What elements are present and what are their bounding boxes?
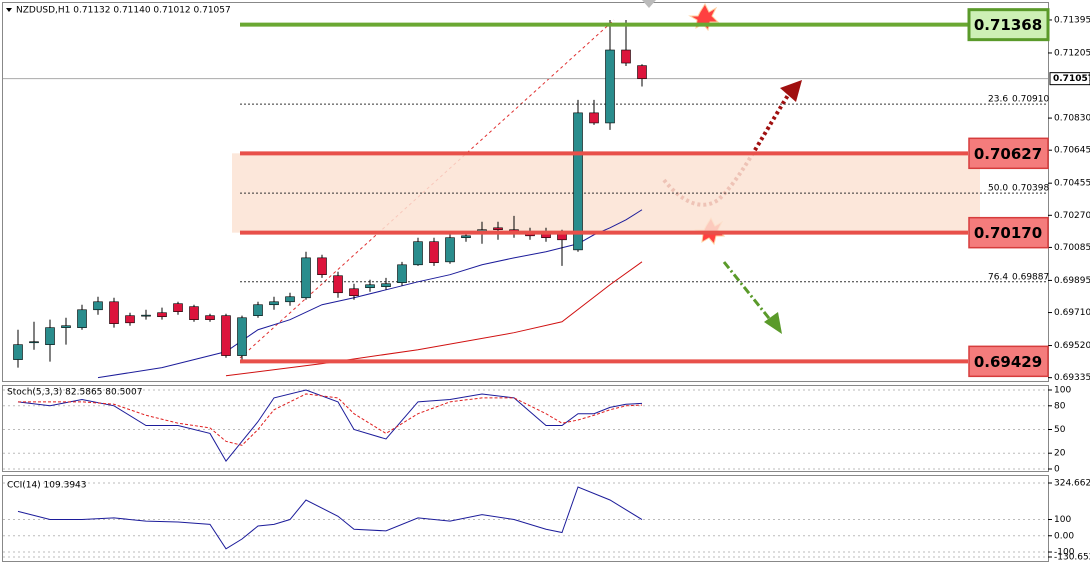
candle-body (221, 315, 231, 356)
fib-ratio: 76.4 (988, 272, 1008, 282)
candle-body (173, 303, 183, 312)
candle-body (29, 341, 39, 344)
candle-body (365, 284, 375, 289)
y-tick-label: 0.70085 (1054, 243, 1090, 253)
y-tick-label: 0.70455 (1054, 179, 1090, 189)
candle-body (45, 327, 55, 345)
indicator-line (225, 261, 643, 377)
candle-body (141, 314, 151, 317)
y-tick-label: 0.69895 (1054, 276, 1090, 286)
candle-body (109, 301, 119, 324)
y-tick-label: 20 (1054, 449, 1066, 459)
candle-body (125, 315, 135, 324)
y-tick-label: 0.69335 (1054, 373, 1090, 383)
y-tick-label: 0.71205 (1054, 48, 1090, 58)
level-box (968, 216, 1049, 249)
candle-body (205, 315, 215, 320)
candle-body (189, 306, 199, 320)
y-tick-label: 100 (1054, 386, 1071, 396)
y-tick-label: 0.00 (1054, 531, 1074, 541)
candle-body (269, 301, 279, 306)
indicator-line (17, 486, 643, 550)
candle-body (317, 257, 327, 275)
candle-body (93, 301, 103, 311)
fib-ratio: 50.0 (988, 184, 1008, 194)
level-label: 0.70170 (974, 224, 1042, 242)
candle-body (637, 65, 647, 79)
candle-body (445, 237, 455, 263)
y-tick-label: 0.70830 (1054, 114, 1090, 124)
candle-body (429, 241, 439, 264)
y-tick-label: 50 (1054, 425, 1066, 435)
fib-price: 0.70398 (1012, 184, 1049, 194)
candle-body (589, 112, 599, 124)
y-tick-label: 0.70270 (1054, 211, 1090, 221)
candle-body (301, 257, 311, 299)
level-box (967, 8, 1050, 42)
candle-body (573, 112, 583, 251)
candle-body (61, 325, 71, 328)
indicator-line (17, 389, 643, 462)
y-tick-label: 0.69710 (1054, 308, 1090, 318)
candle-body (157, 312, 167, 318)
y-tick-label: -130.652 (1054, 553, 1090, 563)
level-label: 0.71368 (974, 16, 1042, 34)
y-tick-label: 0.69520 (1054, 341, 1090, 351)
candle-body (285, 296, 295, 303)
candle-body (381, 283, 391, 287)
candle-body (397, 264, 407, 283)
candle-body (333, 275, 343, 294)
y-tick-label: 0.71395 (1054, 15, 1090, 25)
candle-body (253, 304, 263, 316)
panel-borders (2, 2, 1049, 562)
title-marker (6, 8, 12, 12)
level-box (968, 345, 1049, 378)
candle-body (237, 317, 247, 356)
y-tick-label: 80 (1054, 401, 1066, 411)
y-tick-label: 0 (1054, 465, 1060, 475)
indicator-line (97, 209, 643, 379)
level-label: 0.70627 (974, 145, 1042, 163)
candle-body (413, 241, 423, 266)
y-tick-label: -100 (1054, 548, 1075, 558)
candle-body (349, 288, 359, 297)
y-tick-label: 0.70645 (1054, 146, 1090, 156)
current-price-label: 0.71057 (1053, 74, 1090, 84)
fib-ratio: 23.6 (988, 95, 1008, 105)
chart-title: NZDUSD,H1 0.71132 0.71140 0.71012 0.7105… (16, 6, 231, 16)
candle-body (77, 309, 87, 328)
fib-price: 0.69887 (1012, 272, 1049, 282)
candle-body (605, 49, 615, 124)
candle-body (461, 235, 471, 239)
level-label: 0.69429 (974, 353, 1042, 371)
indicator-title: CCI(14) 109.3943 (7, 481, 87, 491)
indicator-title: Stoch(5,3,3) 82.5865 80.5007 (7, 388, 142, 398)
candle-body (13, 344, 23, 360)
y-tick-label: 324.6622 (1054, 479, 1090, 489)
candle-body (493, 227, 503, 231)
current-price-box (1049, 72, 1090, 86)
level-box (968, 137, 1049, 170)
y-tick-label: 100 (1054, 515, 1071, 525)
indicator-line (18, 393, 643, 446)
candle-body (621, 49, 631, 64)
fib-price: 0.70910 (1012, 95, 1049, 105)
